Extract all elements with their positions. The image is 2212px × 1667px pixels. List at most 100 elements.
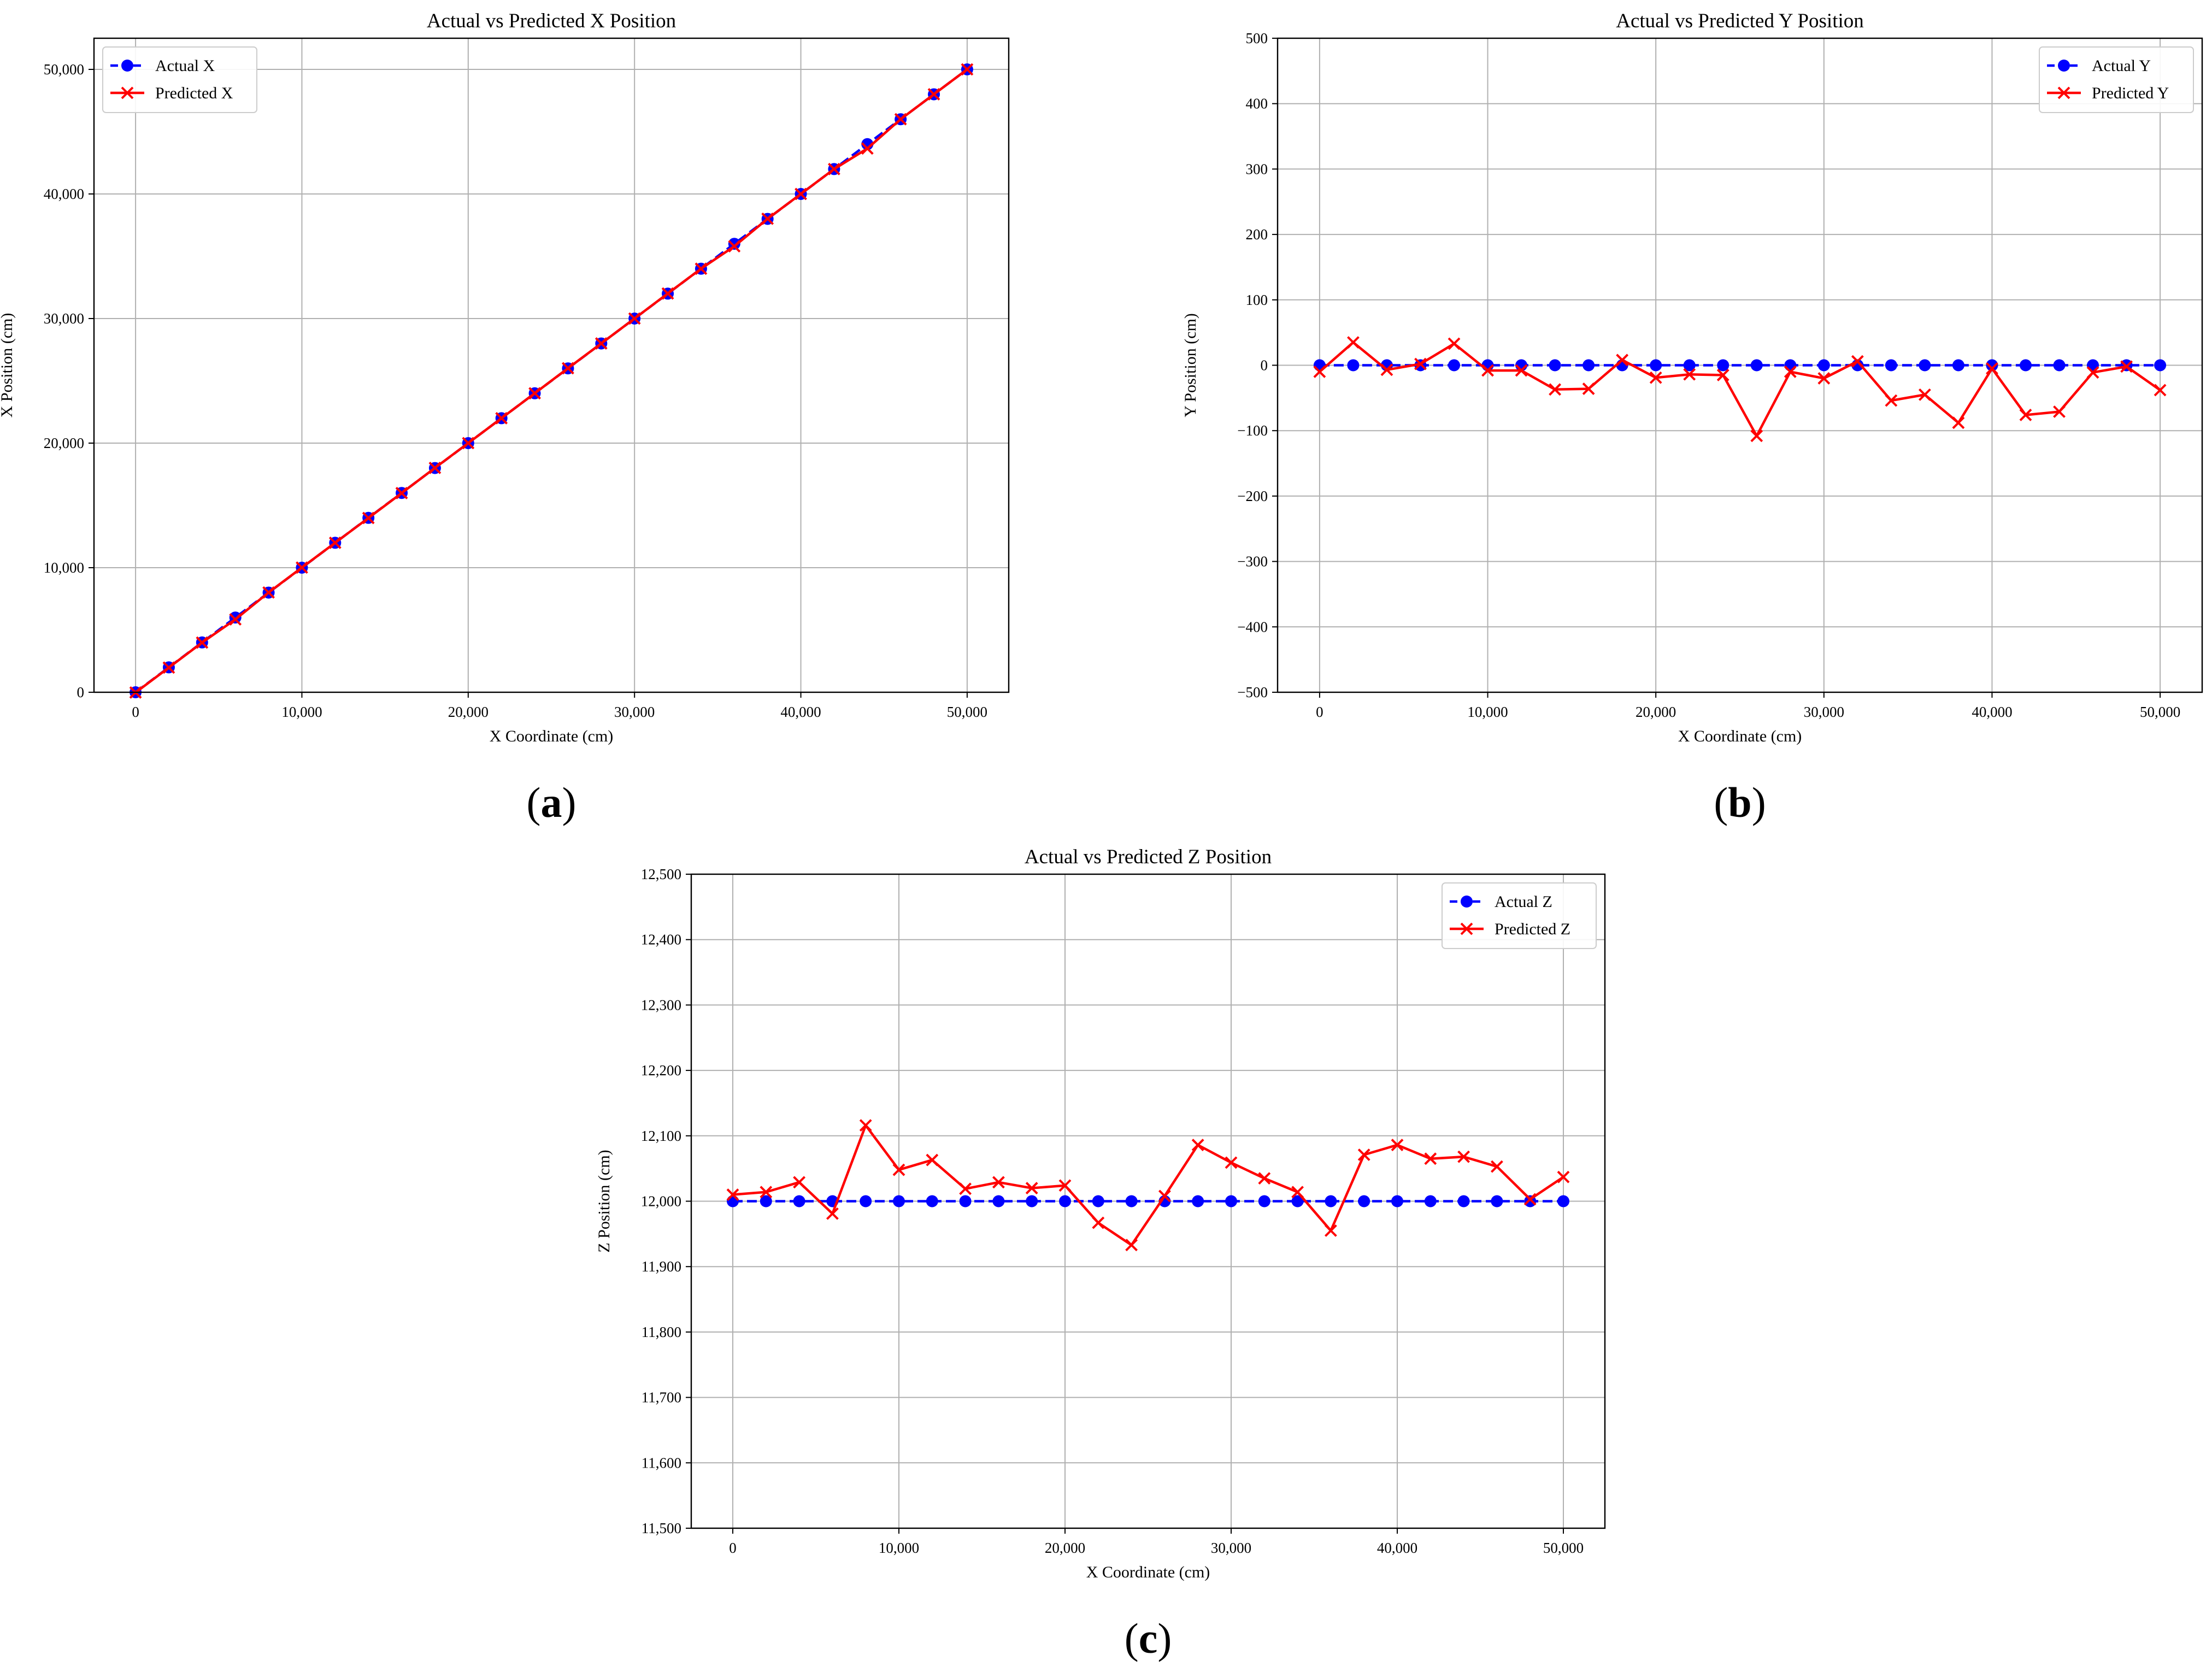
data-point: [1357, 1148, 1370, 1161]
y-tick-label: −200: [1237, 488, 1268, 504]
y-axis-label: Z Position (cm): [595, 1150, 613, 1252]
plot-frame: [93, 37, 1010, 693]
chart-panel-c: 0 10,000 20,000 30,000 40,000 50,000 11,500 11,…: [595, 846, 1606, 1662]
data-point: [1683, 368, 1696, 381]
x-tick-label: 10,000: [879, 1540, 919, 1556]
data-point: [793, 1195, 805, 1207]
y-axis-label: Y Position (cm): [1181, 313, 1199, 417]
data-point: [1059, 1195, 1071, 1207]
data-point: [893, 1195, 905, 1207]
data-point: [795, 187, 807, 201]
data-point: [927, 88, 940, 101]
data-point: [1716, 369, 1729, 381]
data-point: [1717, 359, 1729, 372]
chart-panel-b: 0 10,000 20,000 30,000 40,000 50,000 −500 −400 −…: [1181, 10, 2203, 826]
data-point: [1414, 357, 1427, 370]
y-tick-label: 11,600: [642, 1454, 681, 1471]
legend: Actual Y Predicted Y: [2039, 46, 2194, 113]
y-tick-label: 11,900: [642, 1258, 681, 1275]
data-point: [926, 1153, 939, 1167]
legend-box: [102, 46, 257, 113]
x-tick-label: 0: [1316, 704, 1323, 720]
panel-label: (b): [1714, 779, 1766, 826]
data-point: [728, 238, 740, 250]
data-point: [1750, 429, 1763, 443]
data-point: [1457, 1195, 1470, 1207]
data-point: [1918, 388, 1931, 401]
y-tick-label: −100: [1237, 422, 1268, 439]
data-point: [695, 262, 708, 275]
data-point: [1347, 359, 1360, 372]
data-point: [1650, 359, 1662, 372]
series-predicted-y: [1313, 336, 2167, 443]
data-point: [1380, 363, 1393, 376]
data-point: [1557, 1195, 1569, 1207]
data-point: [162, 661, 175, 674]
x-tick-label: 0: [729, 1540, 737, 1556]
data-point: [728, 240, 741, 253]
y-tick-label: 12,400: [641, 932, 681, 948]
panel-label: (c): [1125, 1615, 1172, 1662]
data-point: [859, 1119, 872, 1132]
legend-marker: [121, 60, 133, 72]
data-point: [1986, 362, 1998, 375]
y-tick-label: 12,200: [641, 1062, 681, 1079]
legend-entry: Actual X: [155, 57, 215, 75]
legend: Actual X Predicted X: [102, 46, 257, 113]
data-point: [1986, 359, 1998, 372]
data-point: [1582, 359, 1595, 372]
data-point: [2053, 405, 2066, 418]
y-tick-label: −300: [1237, 553, 1268, 570]
series-predicted-x: [129, 63, 974, 699]
data-point: [1448, 337, 1461, 350]
data-point: [2019, 409, 2032, 421]
data-point: [726, 1188, 739, 1201]
data-point: [1025, 1182, 1038, 1194]
data-point: [1125, 1195, 1138, 1207]
x-tick-label: 50,000: [947, 704, 987, 720]
data-point: [362, 511, 375, 525]
data-point: [495, 411, 508, 425]
data-point: [1391, 1195, 1403, 1207]
y-tick-label: 12,500: [641, 866, 681, 882]
legend-marker: [121, 86, 134, 99]
y-tick-label: 12,100: [641, 1128, 681, 1144]
plot-frame: [690, 873, 1606, 1529]
data-point: [2154, 359, 2167, 372]
data-point: [1683, 359, 1696, 372]
data-point: [926, 1195, 938, 1207]
x-tick-label: 40,000: [1377, 1540, 1417, 1556]
series-actual-z: [727, 1195, 1569, 1207]
data-point: [727, 1195, 739, 1207]
data-point: [1523, 1193, 1537, 1206]
data-point: [1582, 382, 1595, 396]
data-point: [1158, 1189, 1171, 1203]
data-point: [328, 536, 342, 549]
legend-marker: [1461, 896, 1473, 908]
data-point: [1885, 394, 1898, 407]
data-point: [1424, 1152, 1437, 1165]
data-point: [1784, 359, 1797, 372]
data-point: [1347, 336, 1360, 349]
data-point: [1291, 1186, 1304, 1199]
x-tick-label: 10,000: [281, 704, 322, 720]
x-tick-label: 20,000: [448, 704, 489, 720]
y-tick-label: −400: [1237, 619, 1268, 635]
data-point: [1448, 359, 1461, 372]
series-line: [732, 1124, 1564, 1246]
y-tick-label: 500: [1246, 30, 1268, 46]
data-point: [860, 1195, 872, 1207]
y-tick-label: 11,500: [642, 1520, 681, 1536]
series-actual-y: [1313, 359, 2167, 372]
x-tick-label: 30,000: [614, 704, 655, 720]
data-point: [1549, 359, 1561, 372]
data-point: [1649, 371, 1662, 384]
data-point: [793, 1176, 806, 1189]
x-axis-label: X Coordinate (cm): [490, 727, 614, 745]
x-tick-label: 20,000: [1636, 704, 1676, 720]
data-point: [1457, 1150, 1470, 1163]
y-tick-label: 0: [1261, 357, 1268, 374]
data-point: [1851, 355, 1864, 368]
data-point: [1952, 416, 1965, 429]
